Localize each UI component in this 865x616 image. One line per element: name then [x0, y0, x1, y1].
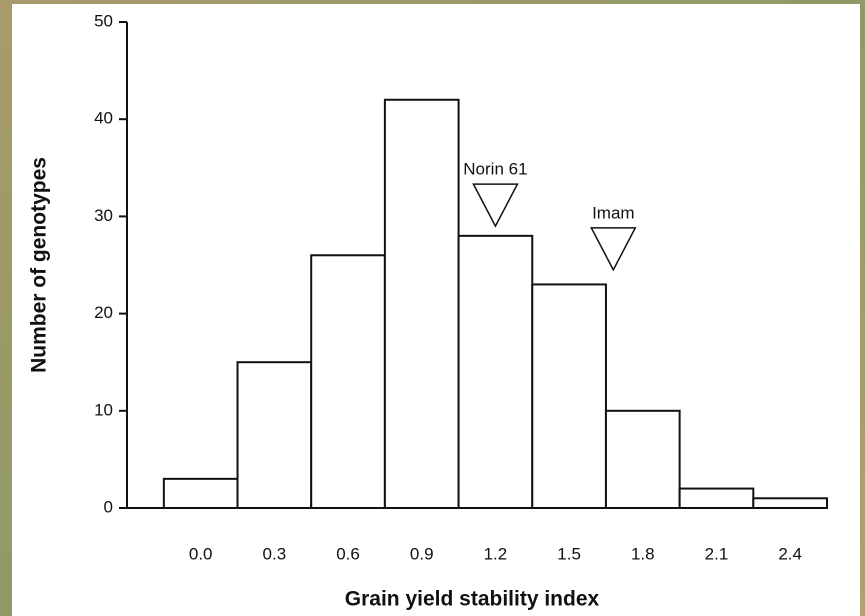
bar — [310, 254, 386, 509]
bar — [162, 477, 239, 509]
y-tick-label: 0 — [104, 497, 113, 516]
x-tick-label: 2.4 — [778, 544, 802, 563]
bar — [531, 283, 607, 509]
x-tick-label: 1.8 — [631, 544, 655, 563]
x-tick-label: 0.9 — [410, 544, 434, 563]
x-tick-label: 0.6 — [336, 544, 360, 563]
annotation-label: Imam — [592, 203, 635, 222]
bar — [383, 98, 460, 509]
x-tick-label: 2.1 — [705, 544, 729, 563]
bar — [604, 409, 681, 509]
bar — [752, 497, 829, 509]
bar — [457, 234, 534, 509]
bar — [678, 487, 755, 509]
bar — [236, 361, 313, 510]
x-tick-label: 0.3 — [263, 544, 287, 563]
x-tick-label: 1.5 — [557, 544, 581, 563]
x-tick-label: 0.0 — [189, 544, 213, 563]
x-tick-label: 1.2 — [484, 544, 508, 563]
annotation-marker — [590, 227, 637, 272]
x-axis-title: Grain yield stability index — [345, 588, 600, 611]
y-tick-label: 30 — [94, 206, 113, 225]
annotation-label: Norin 61 — [463, 160, 527, 179]
y-tick-label: 20 — [94, 303, 113, 322]
y-tick-label: 50 — [94, 11, 113, 30]
annotation-marker — [472, 183, 519, 228]
y-tick-label: 10 — [94, 400, 113, 419]
y-tick-label: 40 — [94, 109, 113, 128]
y-axis-title: Number of genotypes — [28, 157, 51, 373]
